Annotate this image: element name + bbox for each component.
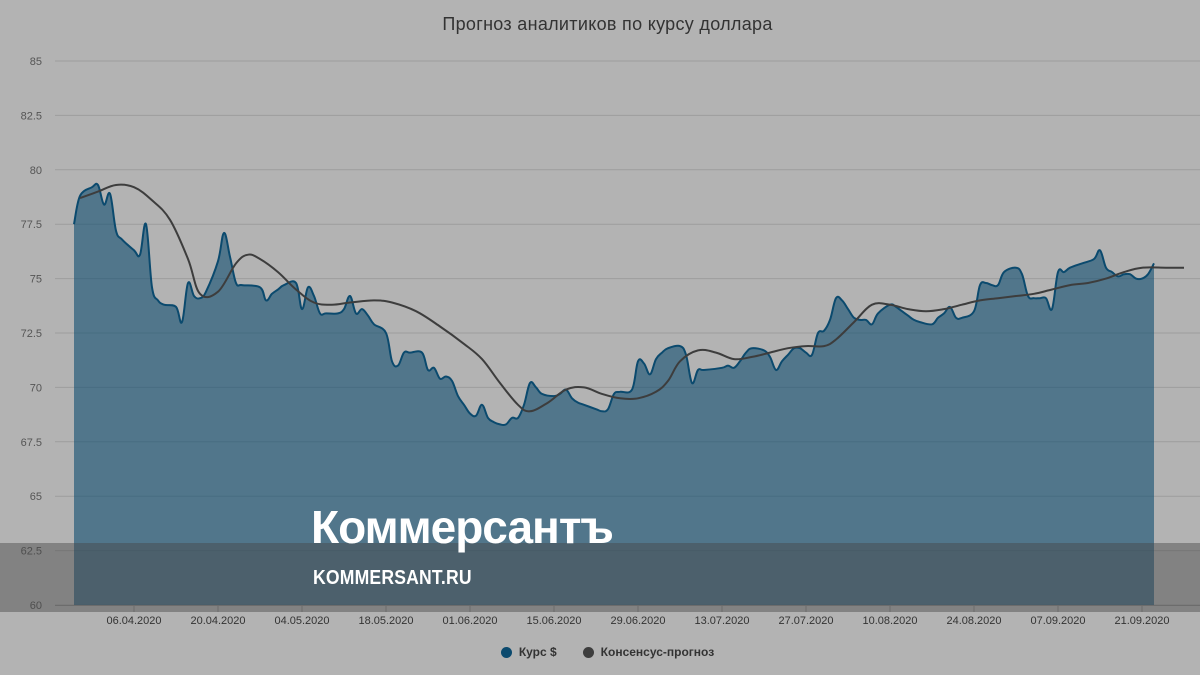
- x-tick-label: 06.04.2020: [106, 615, 161, 627]
- legend-marker-rate: [500, 646, 512, 658]
- y-tick-label: 80: [30, 165, 42, 177]
- series-line-rate: [73, 182, 1155, 427]
- chart-title: Прогноз аналитиков по курсу доллара: [442, 14, 773, 34]
- legend-label-consensus: Консенсус-прогноз: [600, 645, 715, 659]
- y-tick-label: 82.5: [21, 110, 42, 122]
- watermark-band: [0, 543, 1200, 612]
- legend: Курс $ Консенсус-прогноз: [0, 645, 1200, 659]
- watermark-logo: Коммерсантъ: [311, 501, 614, 553]
- legend-marker-consensus: [582, 646, 594, 658]
- x-tick-label: 18.05.2020: [358, 615, 413, 627]
- series-line-group: [79, 183, 1184, 413]
- y-tick-label: 62.5: [21, 546, 42, 558]
- x-tick-label: 01.06.2020: [442, 615, 497, 627]
- y-tick-label: 75: [30, 274, 42, 286]
- x-tick-label: 27.07.2020: [778, 615, 833, 627]
- y-tick-label: 85: [30, 56, 42, 68]
- legend-label-rate: Курс $: [518, 645, 557, 659]
- x-axis: 06.04.2020 20.04.2020 04.05.2020 18.05.2020…: [55, 605, 1200, 627]
- x-tick-label: 04.05.2020: [274, 615, 329, 627]
- x-tick-label: 15.06.2020: [526, 615, 581, 627]
- y-tick-label: 65: [30, 491, 42, 503]
- x-tick-label: 29.06.2020: [610, 615, 665, 627]
- y-tick-label: 70: [30, 382, 42, 394]
- x-tick-label: 24.08.2020: [946, 615, 1001, 627]
- x-tick-label: 13.07.2020: [694, 615, 749, 627]
- series-line-consensus: [79, 183, 1184, 413]
- x-tick-label: 07.09.2020: [1030, 615, 1085, 627]
- x-tick-label: 10.08.2020: [862, 615, 917, 627]
- legend-item-consensus[interactable]: Консенсус-прогноз: [582, 645, 715, 659]
- y-tick-label: 72.5: [21, 328, 42, 340]
- y-tick-label: 60: [30, 600, 42, 612]
- watermark-url: KOMMERSANT.RU: [313, 567, 472, 589]
- y-tick-label: 67.5: [21, 437, 42, 449]
- legend-item-rate[interactable]: Курс $: [500, 645, 557, 659]
- series-area-group: [73, 182, 1155, 606]
- x-tick-label: 21.09.2020: [1114, 615, 1169, 627]
- y-tick-label: 77.5: [21, 219, 42, 231]
- x-tick-label: 20.04.2020: [190, 615, 245, 627]
- y-axis: 60 62.5 65 67.5 70 72.5 75 77.5 80 82.5 85: [21, 56, 42, 612]
